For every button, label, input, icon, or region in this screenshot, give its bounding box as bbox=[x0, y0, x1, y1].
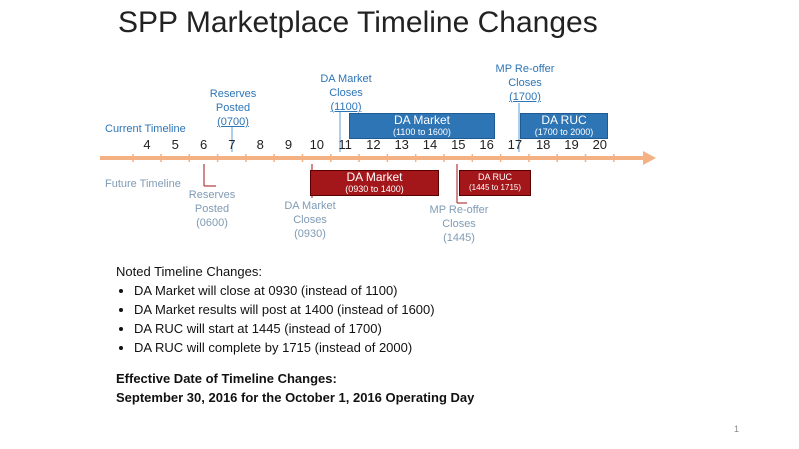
tick-marks bbox=[132, 154, 615, 162]
hour-label: 18 bbox=[535, 137, 551, 152]
note-item: DA RUC will start at 1445 (instead of 17… bbox=[134, 319, 435, 338]
note-item: DA RUC will complete by 1715 (instead of… bbox=[134, 338, 435, 357]
hour-label: 4 bbox=[143, 137, 151, 152]
current-da-market-box: DA Market (1100 to 1600) bbox=[349, 113, 495, 139]
page-number: 1 bbox=[733, 424, 739, 434]
future-da-market-closes: DA Market Closes (0930) bbox=[284, 200, 336, 240]
effective-heading: Effective Date of Timeline Changes: bbox=[116, 371, 337, 386]
note-item: DA Market results will post at 1400 (ins… bbox=[134, 300, 435, 319]
hour-label: 20 bbox=[592, 137, 608, 152]
hour-label: 16 bbox=[479, 137, 494, 152]
hour-label: 15 bbox=[451, 137, 466, 152]
effective-date: Effective Date of Timeline Changes: Sept… bbox=[116, 369, 474, 407]
hour-label: 17 bbox=[507, 137, 523, 152]
current-timeline-label: Current Timeline bbox=[105, 123, 186, 135]
slide-title: SPP Marketplace Timeline Changes bbox=[118, 6, 598, 39]
hour-label: 11 bbox=[338, 137, 352, 152]
hour-label: 13 bbox=[394, 137, 409, 152]
future-da-ruc-box: DA RUC (1445 to 1715) bbox=[459, 170, 531, 196]
current-mp-reoffer-closes: MP Re-offer Closes (1700) bbox=[495, 63, 555, 103]
hour-label: 8 bbox=[256, 137, 264, 152]
hour-label: 6 bbox=[199, 137, 208, 152]
hour-label: 12 bbox=[366, 137, 381, 152]
current-da-ruc-box: DA RUC (1700 to 2000) bbox=[520, 113, 608, 139]
current-reserves-posted: Reserves Posted (0700) bbox=[209, 88, 257, 128]
future-timeline-label: Future Timeline bbox=[105, 178, 181, 190]
hour-label: 10 bbox=[309, 137, 325, 152]
hour-label: 7 bbox=[228, 137, 236, 152]
effective-text: September 30, 2016 for the October 1, 20… bbox=[116, 390, 475, 405]
note-item: DA Market will close at 0930 (instead of… bbox=[134, 281, 435, 300]
hour-label: 19 bbox=[564, 137, 579, 152]
future-mp-reoffer-closes: MP Re-offer Closes (1445) bbox=[429, 204, 489, 244]
hour-label: 9 bbox=[284, 137, 293, 152]
timeline-changes-notes: Noted Timeline Changes: DA Market will c… bbox=[116, 262, 435, 357]
future-da-market-box: DA Market (0930 to 1400) bbox=[310, 170, 439, 196]
hour-label: 14 bbox=[422, 137, 438, 152]
notes-list: DA Market will close at 0930 (instead of… bbox=[116, 281, 435, 357]
current-da-market-closes: DA Market Closes (1100) bbox=[320, 73, 372, 113]
future-reserves-posted: Reserves Posted (0600) bbox=[188, 189, 236, 229]
notes-heading: Noted Timeline Changes: bbox=[116, 264, 262, 279]
hour-label: 5 bbox=[171, 137, 179, 152]
timeline-arrowhead bbox=[643, 151, 656, 165]
